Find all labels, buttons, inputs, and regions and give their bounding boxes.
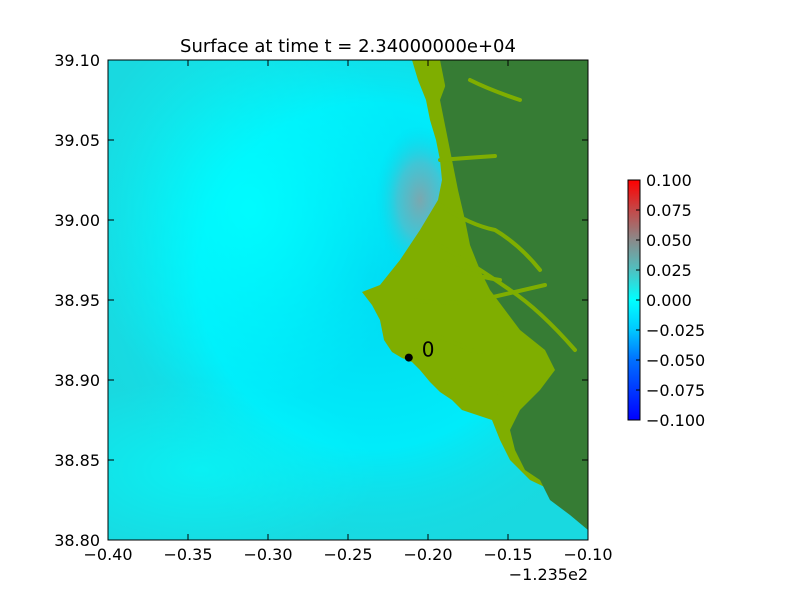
y-tick-label: 38.95 — [54, 291, 100, 310]
colorbar-ticks: −0.100 −0.075 −0.050 −0.025 0.000 0.025 0.050 0… — [636, 171, 705, 430]
y-tick-label: 38.90 — [54, 371, 100, 390]
colorbar-tick-label: 0.000 — [646, 291, 692, 310]
gauge-0: 0 — [404, 338, 435, 362]
colorbar: −0.100 −0.075 −0.050 −0.025 0.000 0.025 0.050 0… — [627, 171, 705, 430]
colorbar-tick-label: 0.075 — [646, 201, 692, 220]
x-axis: −0.40 −0.35 −0.30 −0.25 −0.20 −0.15 −0.10 — [83, 60, 613, 564]
x-tick-label: −0.10 — [563, 545, 612, 564]
colorbar-tick-label: 0.100 — [646, 171, 692, 190]
colorbar-tick-label: −0.050 — [646, 351, 705, 370]
y-axis: 38.80 38.85 38.90 38.95 39.00 39.05 39.10 — [54, 51, 588, 550]
x-tick-label: −0.15 — [483, 545, 532, 564]
colorbar-tick-label: −0.100 — [646, 411, 705, 430]
y-tick-label: 39.00 — [54, 211, 100, 230]
gauge-label: 0 — [422, 338, 435, 362]
y-tick-label: 38.85 — [54, 451, 100, 470]
x-tick-label: −0.40 — [83, 545, 132, 564]
plot-area: 0 — [108, 60, 588, 540]
ocean-crest-south — [108, 380, 380, 540]
chart-title: Surface at time t = 2.34000000e+04 — [180, 36, 516, 57]
gauge-marker — [404, 353, 413, 362]
x-tick-label: −0.30 — [243, 545, 292, 564]
y-tick-label: 39.05 — [54, 131, 100, 150]
y-tick-label: 38.80 — [54, 531, 100, 550]
colorbar-tick-label: 0.050 — [646, 231, 692, 250]
x-tick-label: −0.25 — [323, 545, 372, 564]
x-axis-offset-label: −1.235e2 — [509, 565, 588, 584]
y-tick-label: 39.10 — [54, 51, 100, 70]
colorbar-tick-label: 0.025 — [646, 261, 692, 280]
x-tick-label: −0.35 — [163, 545, 212, 564]
river-valleys — [408, 78, 577, 397]
ocean-crest — [108, 60, 420, 410]
colorbar-tick-label: −0.075 — [646, 381, 705, 400]
colorbar-tick-label: −0.025 — [646, 321, 705, 340]
x-tick-label: −0.20 — [403, 545, 452, 564]
